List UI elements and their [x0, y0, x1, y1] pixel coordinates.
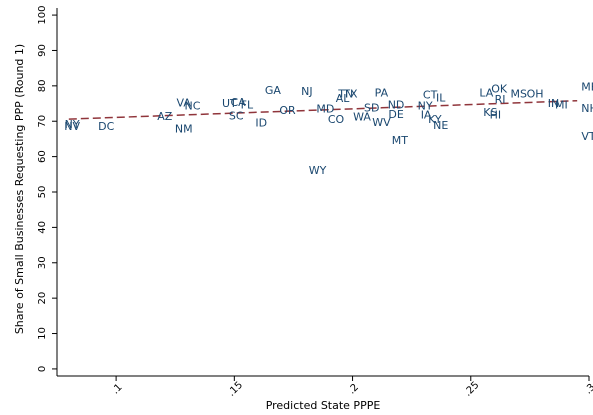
y-axis: 0 10 20 30 40 50 60 70 80 90 100 — [37, 6, 58, 376]
point-label-wv: WV — [372, 116, 391, 129]
point-label-dc: DC — [98, 120, 114, 133]
point-label-wa: WA — [353, 111, 371, 124]
point-label-la: LA — [479, 87, 493, 100]
point-label-al: AL — [336, 92, 351, 105]
point-label-mt: MT — [392, 134, 408, 147]
point-label-co: CO — [328, 113, 345, 126]
point-label-az: AZ — [157, 110, 173, 123]
point-label-ne: NE — [433, 119, 448, 132]
y-tick-label: 90 — [37, 44, 48, 57]
y-tick-label: 0 — [37, 366, 48, 372]
point-label-nh: NH — [581, 102, 593, 115]
point-label-hi: HI — [490, 109, 502, 122]
point-label-nv: NV — [64, 120, 80, 133]
point-label-ct: CT — [423, 88, 438, 101]
point-label-pa: PA — [375, 87, 389, 100]
y-tick-label: 100 — [37, 6, 48, 25]
y-tick-label: 10 — [37, 327, 48, 340]
point-label-vt: VT — [581, 130, 593, 143]
point-label-ny: NY — [418, 99, 433, 112]
point-label-ga: GA — [265, 84, 282, 97]
y-tick-label: 50 — [37, 186, 48, 199]
point-label-me: ME — [581, 81, 593, 94]
point-label-wy: WY — [309, 164, 327, 177]
point-label-or: OR — [279, 104, 296, 117]
x-axis-title: Predicted State PPPE — [266, 399, 381, 412]
point-label-ia: IA — [421, 109, 432, 122]
point-label-ut: UT — [222, 97, 237, 110]
point-label-ky: KY — [428, 113, 442, 126]
point-label-nd: ND — [388, 98, 405, 111]
point-label-sc: SC — [229, 110, 244, 123]
y-tick-label: 80 — [37, 79, 48, 92]
point-label-oh: OH — [527, 87, 544, 100]
point-label-ri: RI — [495, 93, 506, 106]
point-label-sd: SD — [364, 101, 379, 114]
point-label-va: VA — [177, 97, 192, 110]
x-tick-label: .3 — [583, 382, 593, 397]
fit-line-group — [68, 99, 578, 120]
y-tick-label: 20 — [37, 292, 48, 305]
y-tick-label: 30 — [37, 256, 48, 269]
y-axis-title: Share of Small Businesses Requesting PPP… — [13, 44, 26, 334]
point-label-il: IL — [436, 92, 446, 105]
point-label-tn: TN — [337, 87, 353, 100]
point-label-de: DE — [388, 108, 403, 121]
point-label-nj: NJ — [301, 85, 312, 98]
point-label-ms: MS — [511, 87, 527, 100]
point-label-ca: CA — [231, 96, 247, 109]
point-label-id: ID — [255, 117, 267, 130]
point-label-ok: OK — [491, 83, 508, 96]
y-tick-label: 70 — [37, 115, 48, 128]
point-label-ks: KS — [483, 106, 497, 119]
fit-line — [68, 99, 578, 120]
y-tick-label: 60 — [37, 150, 48, 163]
point-label-ny: NY — [65, 118, 80, 131]
point-label-tx: TX — [342, 87, 358, 100]
point-label-in: IN — [548, 97, 559, 110]
point-label-nc: NC — [185, 99, 201, 112]
point-label-nm: NM — [175, 123, 193, 136]
point-label-md: MD — [316, 103, 334, 116]
y-tick-label: 40 — [37, 221, 48, 234]
point-label-fl: FL — [241, 99, 254, 112]
point-label-mi: MI — [555, 99, 568, 112]
